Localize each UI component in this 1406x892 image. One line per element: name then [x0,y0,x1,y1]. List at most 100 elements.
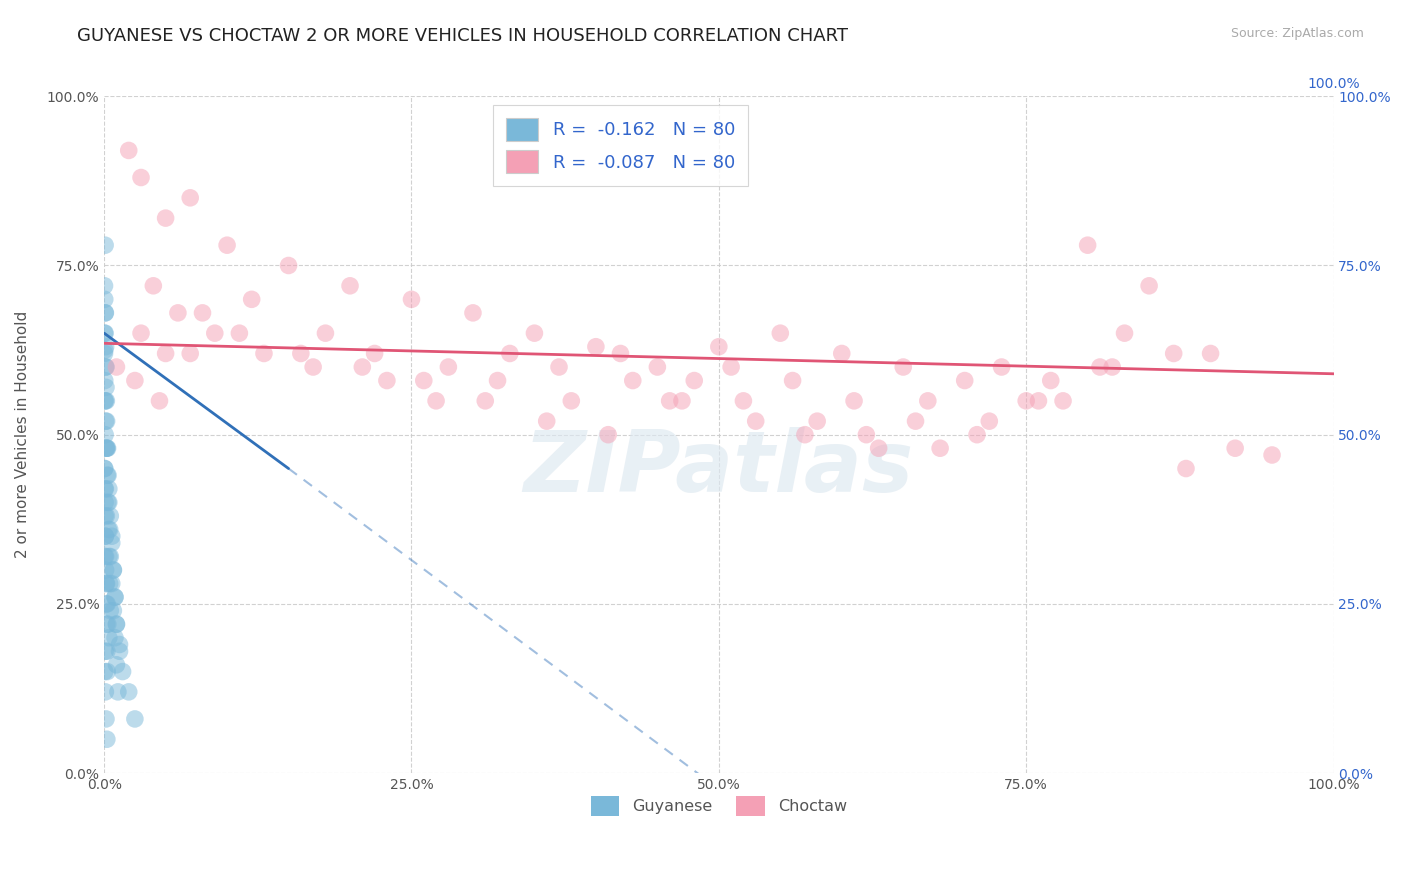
Text: GUYANESE VS CHOCTAW 2 OR MORE VEHICLES IN HOUSEHOLD CORRELATION CHART: GUYANESE VS CHOCTAW 2 OR MORE VEHICLES I… [77,27,848,45]
Point [96,617,118,632]
Point [97,495,120,509]
Point [363,346,385,360]
Point [111,665,134,679]
Point [96,644,118,658]
Point [94,293,117,307]
Point [96,414,118,428]
Point [98,549,121,564]
Point [98,576,121,591]
Point [868,441,890,455]
Point [548,359,571,374]
Point [124,374,146,388]
Point [412,374,434,388]
Point [1052,393,1074,408]
Point [94,306,117,320]
Point [302,359,325,374]
Point [499,346,522,360]
Point [290,346,312,360]
Point [94,306,117,320]
Point [806,414,828,428]
Point [720,359,742,374]
Point [94,393,117,408]
Point [96,393,118,408]
Point [1039,374,1062,388]
Point [352,359,374,374]
Point [97,617,120,632]
Point [118,144,141,158]
Point [118,685,141,699]
Point [94,374,117,388]
Point [94,563,117,577]
Point [103,563,125,577]
Point [437,359,460,374]
Point [683,374,706,388]
Point [96,468,118,483]
Point [94,343,117,357]
Point [98,604,121,618]
Point [966,427,988,442]
Point [461,306,484,320]
Point [769,326,792,341]
Point [621,374,644,388]
Point [842,393,865,408]
Point [94,549,117,564]
Point [314,326,336,341]
Point [100,536,122,550]
Point [98,523,121,537]
Point [155,211,177,226]
Point [97,495,120,509]
Point [1261,448,1284,462]
Point [97,482,120,496]
Point [94,393,117,408]
Point [1088,359,1111,374]
Point [96,441,118,455]
Point [240,293,263,307]
Point [129,170,152,185]
Point [585,340,607,354]
Point [94,482,117,496]
Point [96,665,118,679]
Point [1175,461,1198,475]
Point [339,278,361,293]
Point [401,293,423,307]
Point [124,712,146,726]
Point [94,529,117,543]
Point [94,576,117,591]
Point [94,665,117,679]
Point [94,529,117,543]
Point [104,590,127,604]
Point [891,359,914,374]
Point [855,427,877,442]
Point [155,346,177,360]
Point [103,563,125,577]
Point [108,644,131,658]
Point [204,326,226,341]
Point [782,374,804,388]
Point [94,414,117,428]
Point [94,441,117,455]
Point [904,414,927,428]
Point [523,326,546,341]
Text: ZIPatlas: ZIPatlas [523,427,914,510]
Point [97,468,120,483]
Point [793,427,815,442]
Point [93,461,115,475]
Point [560,393,582,408]
Point [1223,441,1246,455]
Point [990,359,1012,374]
Point [105,657,128,672]
Point [474,393,496,408]
Point [277,259,299,273]
Point [253,346,276,360]
Point [167,306,190,320]
Point [228,326,250,341]
Point [129,326,152,341]
Point [94,685,117,699]
Text: Source: ZipAtlas.com: Source: ZipAtlas.com [1230,27,1364,40]
Point [104,631,127,645]
Point [94,482,117,496]
Point [94,495,117,509]
Point [96,732,118,747]
Point [979,414,1001,428]
Point [831,346,853,360]
